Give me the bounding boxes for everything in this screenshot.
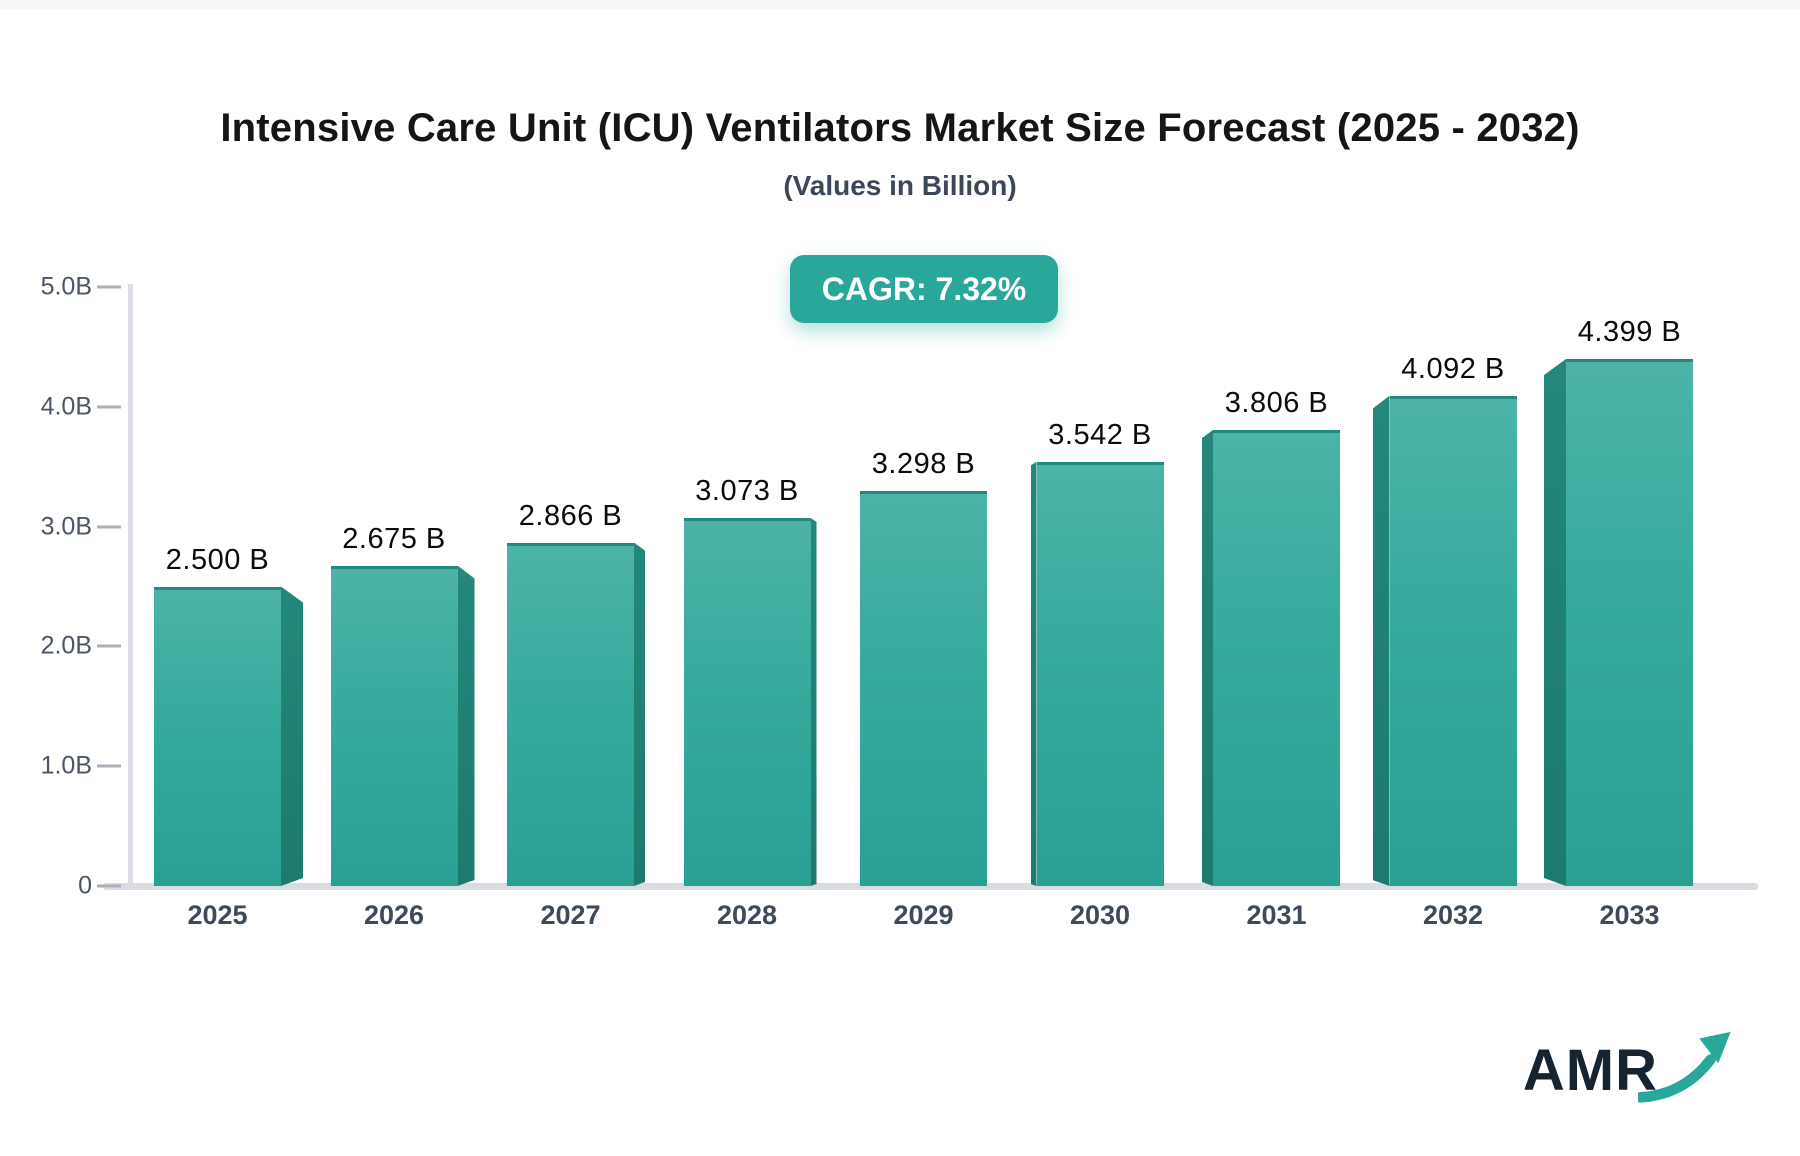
cagr-badge: CAGR: 7.32% [790, 255, 1058, 323]
bar-value-label-2033: 4.399 B [1577, 315, 1682, 348]
x-tick-label-2032: 2032 [1422, 900, 1484, 930]
bar-value-label-2029: 3.298 B [871, 447, 976, 480]
y-tick-label: 2.0B [40, 631, 92, 660]
bar-2027[interactable] [507, 542, 634, 886]
bar-2031[interactable] [1213, 430, 1340, 886]
amr-logo-text: AMR [1522, 1037, 1658, 1103]
x-tick-label-2030: 2030 [1069, 900, 1131, 930]
bar-value-label-2027: 2.866 B [518, 499, 623, 532]
bar-value-label-2030: 3.542 B [1048, 418, 1152, 451]
y-tick-label: 4.0B [40, 392, 92, 421]
bar-side-2031 [1202, 430, 1213, 886]
bar-value-label-2026: 2.675 B [342, 522, 446, 555]
bar-2033[interactable] [1566, 358, 1693, 886]
y-tick-mark [97, 764, 121, 768]
y-tick-label: 3.0B [40, 512, 92, 541]
y-tick-label: 1.0B [40, 751, 92, 780]
x-tick-label-2025: 2025 [187, 900, 248, 930]
bar-2025[interactable] [154, 586, 281, 886]
bar-value-label-2032: 4.092 B [1401, 352, 1505, 385]
bar-side-2026 [458, 566, 475, 886]
growth-arrow-icon [1638, 1031, 1731, 1103]
x-tick-label-2026: 2026 [363, 900, 425, 930]
bar-side-2030 [1031, 462, 1037, 886]
y-tick-mark [97, 525, 121, 529]
y-tick-label: 5.0B [40, 272, 92, 301]
page-top-margin [0, 0, 1800, 9]
bar-value-label-2031: 3.806 B [1224, 387, 1329, 420]
bar-2026[interactable] [330, 565, 458, 886]
x-tick-label-2033: 2033 [1599, 900, 1660, 930]
x-tick-label-2031: 2031 [1246, 900, 1307, 930]
chart-subtitle: (Values in Billion) [783, 170, 1017, 201]
bar-side-2032 [1373, 396, 1390, 886]
x-axis-baseline [103, 883, 1758, 890]
x-tick-label-2029: 2029 [893, 900, 954, 930]
y-tick-mark [97, 644, 121, 648]
amr-logo: AMR [1523, 1030, 1734, 1110]
bar-2030[interactable] [1036, 461, 1164, 886]
bar-side-2027 [634, 543, 645, 886]
bar-2028[interactable] [683, 517, 811, 886]
bar-side-2033 [1544, 359, 1566, 886]
cagr-badge-label: CAGR: 7.32% [821, 271, 1027, 307]
y-tick-mark [97, 405, 121, 409]
bar-side-2025 [281, 587, 303, 887]
y-axis-line [128, 284, 133, 888]
bar-value-label-2025: 2.500 B [165, 543, 270, 576]
y-tick-label: 0 [78, 871, 92, 900]
x-tick-label-2027: 2027 [540, 900, 601, 930]
chart-title: Intensive Care Unit (ICU) Ventilators Ma… [220, 106, 1580, 150]
bar-value-label-2028: 3.073 B [695, 474, 799, 507]
y-tick-mark [97, 285, 121, 289]
bar-side-2028 [811, 518, 817, 886]
bar-2029[interactable] [860, 490, 987, 886]
x-tick-label-2028: 2028 [716, 900, 778, 930]
bar-2032[interactable] [1389, 395, 1517, 886]
y-tick-mark [97, 884, 121, 888]
